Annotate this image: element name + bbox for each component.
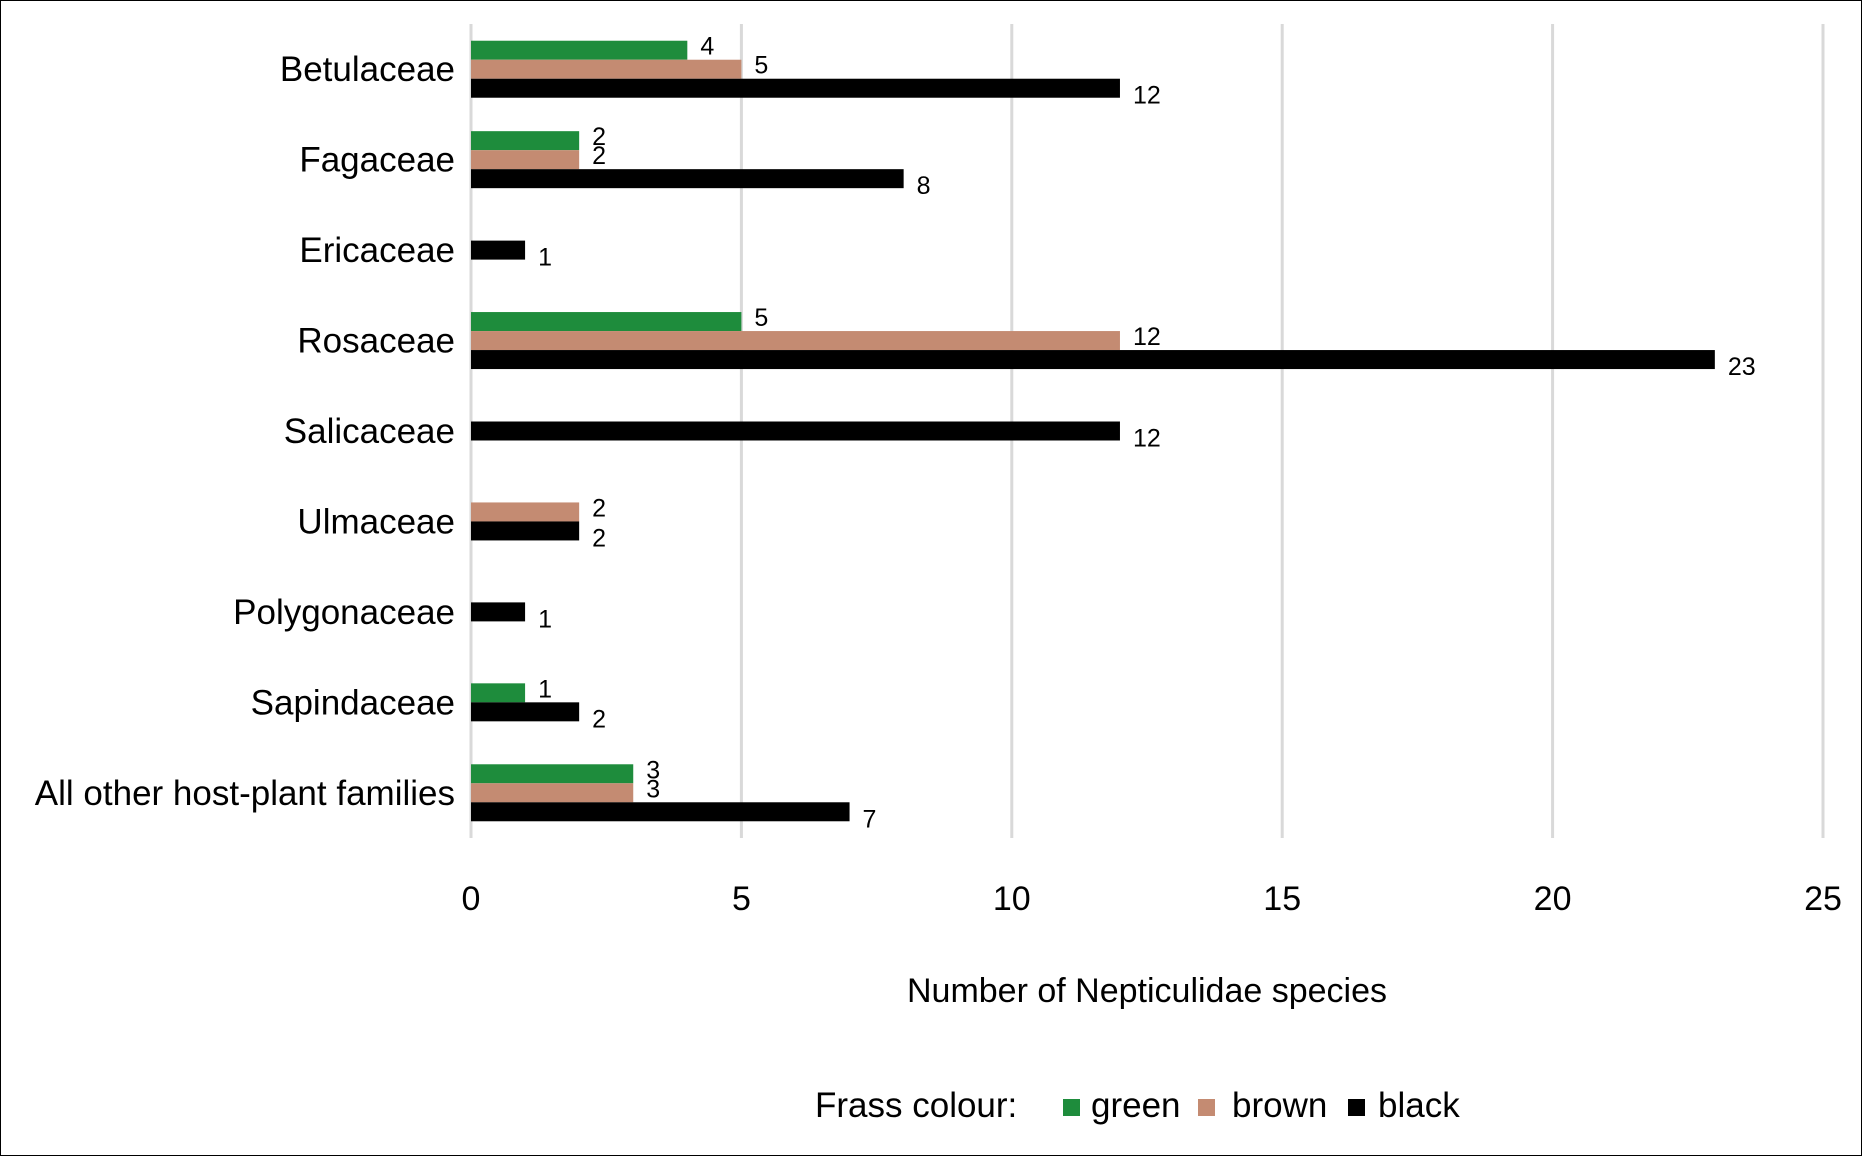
category-label: Rosaceae [297, 322, 455, 361]
bar-black [471, 240, 526, 260]
data-label: 2 [592, 494, 606, 522]
bar-black [471, 702, 580, 722]
bar-green [471, 131, 580, 151]
data-label: 2 [592, 524, 606, 552]
x-tick-labels: 0 5 10 15 20 25 [462, 880, 1842, 918]
bar-green [471, 40, 688, 60]
data-label: 7 [863, 805, 877, 833]
data-label: 5 [754, 304, 768, 332]
data-label: 8 [917, 172, 931, 200]
bar-black [471, 521, 580, 541]
category-label: Fagaceae [299, 141, 455, 180]
legend-label-green: green [1091, 1086, 1181, 1125]
data-label: 3 [646, 775, 660, 803]
bar-brown [471, 59, 742, 79]
data-label: 1 [538, 675, 552, 703]
bar-brown [471, 502, 580, 522]
legend-label-brown: brown [1232, 1086, 1327, 1125]
bar-black [471, 350, 1715, 370]
bar-brown [471, 331, 1120, 351]
bar-black [471, 602, 526, 622]
category-label: Ericaceae [299, 231, 455, 270]
data-label: 12 [1133, 425, 1161, 453]
legend-label-black: black [1378, 1086, 1460, 1125]
bar-brown [471, 150, 580, 170]
x-tick-label: 10 [993, 880, 1031, 918]
data-label: 5 [754, 52, 768, 80]
data-label: 1 [538, 244, 552, 272]
bar-black [471, 802, 850, 822]
data-label: 23 [1728, 353, 1756, 381]
bar-green [471, 312, 742, 332]
category-label: Sapindaceae [251, 683, 455, 722]
bar-black [471, 78, 1120, 98]
data-label: 12 [1133, 323, 1161, 351]
x-tick-label: 15 [1263, 880, 1301, 918]
category-label: Polygonaceae [233, 593, 455, 632]
bar-green [471, 764, 634, 784]
data-label: 12 [1133, 82, 1161, 110]
x-axis-title: Number of Nepticulidae species [907, 972, 1387, 1010]
bar-green [471, 683, 526, 703]
data-label: 2 [592, 123, 606, 151]
legend: Frass colour: green brown black [815, 1086, 1460, 1125]
x-tick-label: 25 [1804, 880, 1842, 918]
bar-brown [471, 783, 634, 803]
category-labels: Betulaceae Fagaceae Ericaceae Rosaceae Salic… [35, 50, 455, 813]
x-tick-label: 0 [462, 880, 481, 918]
category-label: Ulmaceae [297, 502, 455, 541]
data-label: 3 [646, 756, 660, 784]
x-tick-label: 20 [1534, 880, 1572, 918]
category-label: All other host-plant families [35, 774, 455, 813]
data-label: 2 [592, 142, 606, 170]
data-label: 4 [700, 33, 714, 61]
legend-title: Frass colour: [815, 1086, 1017, 1125]
bar-black [471, 421, 1120, 441]
category-label: Betulaceae [280, 50, 455, 89]
legend-swatch-black [1348, 1099, 1365, 1116]
category-label: Salicaceae [284, 412, 455, 451]
bar-black [471, 169, 904, 189]
x-tick-label: 5 [732, 880, 751, 918]
legend-swatch-brown [1198, 1099, 1215, 1116]
legend-swatch-green [1063, 1099, 1080, 1116]
data-label: 1 [538, 605, 552, 633]
data-label: 2 [592, 705, 606, 733]
